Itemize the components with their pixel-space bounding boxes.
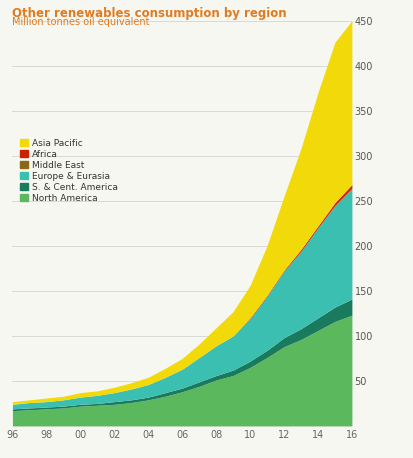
Text: Million tonnes oil equivalent: Million tonnes oil equivalent — [12, 17, 150, 27]
Text: Other renewables consumption by region: Other renewables consumption by region — [12, 7, 286, 20]
Legend: Asia Pacific, Africa, Middle East, Europe & Eurasia, S. & Cent. America, North A: Asia Pacific, Africa, Middle East, Europ… — [20, 139, 118, 202]
